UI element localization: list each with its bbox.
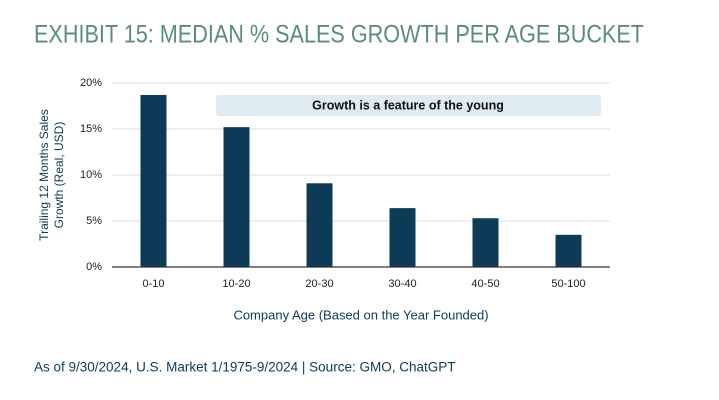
annotation: Growth is a feature of the young — [312, 98, 504, 112]
x-tick-label: 20-30 — [305, 278, 333, 290]
bar — [555, 234, 582, 267]
y-tick-label: 20% — [80, 77, 102, 89]
x-axis-label: Company Age (Based on the Year Founded) — [233, 307, 488, 322]
x-tick-label: 10-20 — [222, 278, 250, 290]
bar — [472, 218, 499, 267]
chart-title: EXHIBIT 15: MEDIAN % SALES GROWTH PER AG… — [34, 21, 644, 49]
bar — [223, 127, 250, 267]
bar — [306, 183, 333, 267]
source-note: As of 9/30/2024, U.S. Market 1/1975-9/20… — [34, 360, 455, 375]
y-axis-label: Growth (Real, USD) — [52, 122, 66, 229]
y-tick-label: 15% — [80, 123, 102, 135]
y-tick-label: 0% — [86, 261, 102, 273]
y-tick-label: 5% — [86, 215, 102, 227]
x-tick-label: 30-40 — [388, 278, 416, 290]
bar — [140, 94, 167, 268]
annotation-box — [216, 95, 601, 116]
x-tick-label: 40-50 — [471, 278, 499, 290]
x-tick-label: 0-10 — [142, 278, 164, 290]
y-tick-label: 10% — [80, 169, 102, 181]
x-tick-label: 50-100 — [551, 278, 585, 290]
y-axis-label: Trailing 12 Months Sales — [37, 109, 51, 241]
bar — [389, 208, 416, 267]
